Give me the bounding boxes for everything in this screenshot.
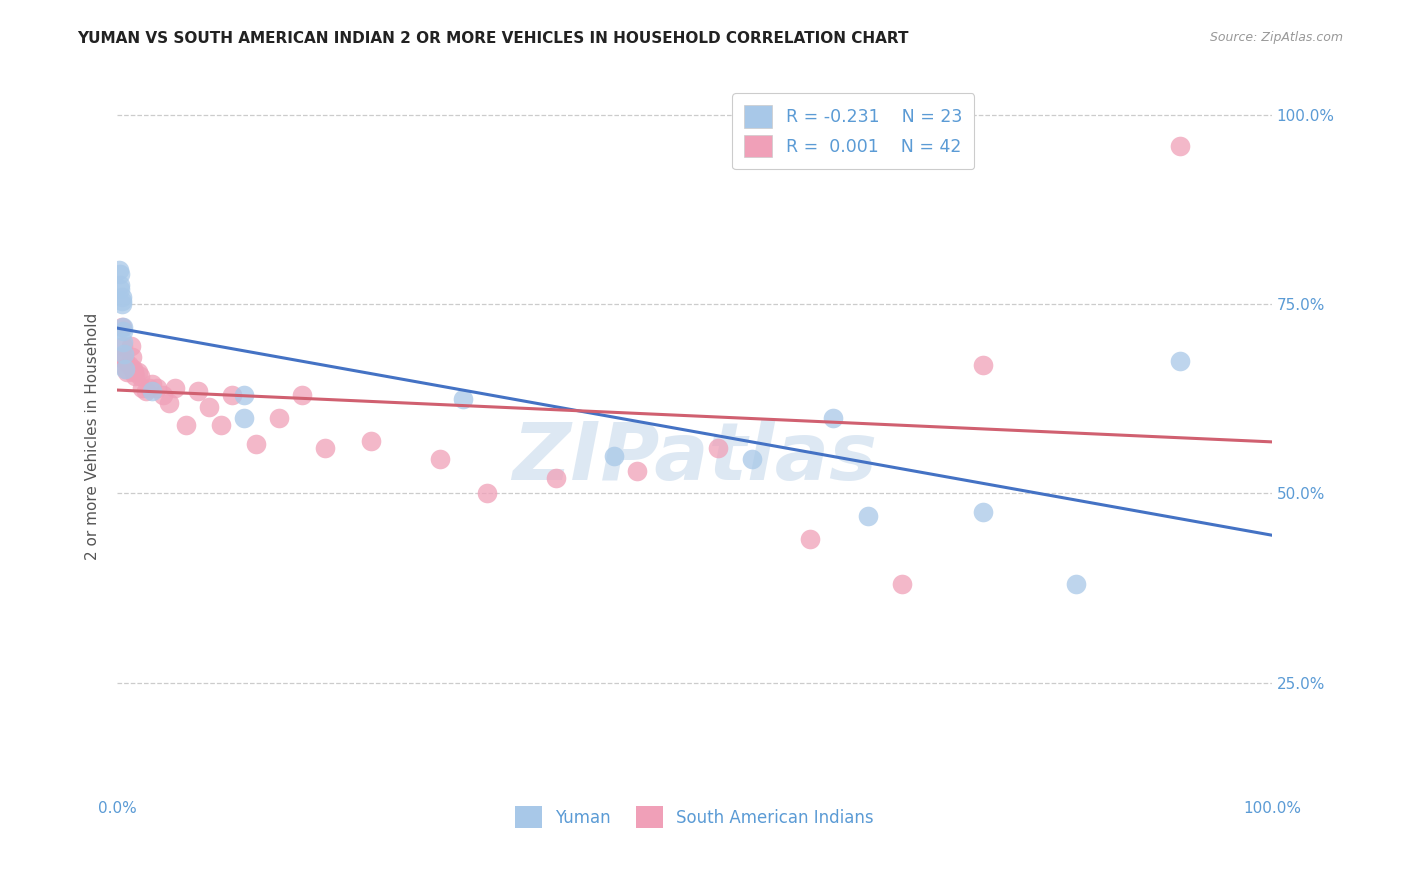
Legend: Yuman, South American Indians: Yuman, South American Indians xyxy=(509,800,880,835)
Point xyxy=(110,320,132,334)
Point xyxy=(314,441,336,455)
Point xyxy=(799,532,821,546)
Point xyxy=(112,351,135,365)
Point xyxy=(602,449,624,463)
Point xyxy=(110,282,132,296)
Point xyxy=(110,351,132,365)
Point xyxy=(110,278,132,293)
Point xyxy=(121,351,143,365)
Point xyxy=(360,434,382,448)
Point xyxy=(453,392,475,406)
Point xyxy=(124,369,146,384)
Point xyxy=(114,361,136,376)
Point xyxy=(127,366,149,380)
Point xyxy=(110,297,132,311)
Point xyxy=(475,486,498,500)
Point xyxy=(233,388,256,402)
Point xyxy=(245,437,267,451)
Point xyxy=(163,381,186,395)
Point xyxy=(741,452,763,467)
Point xyxy=(233,410,256,425)
Point xyxy=(108,263,131,277)
Point xyxy=(209,418,232,433)
Point xyxy=(129,369,152,384)
Point xyxy=(141,384,163,399)
Point xyxy=(122,361,145,376)
Point xyxy=(198,400,221,414)
Point xyxy=(110,267,132,281)
Point xyxy=(544,471,567,485)
Text: YUMAN VS SOUTH AMERICAN INDIAN 2 OR MORE VEHICLES IN HOUSEHOLD CORRELATION CHART: YUMAN VS SOUTH AMERICAN INDIAN 2 OR MORE… xyxy=(77,31,908,46)
Point xyxy=(891,577,914,591)
Point xyxy=(135,384,157,399)
Point xyxy=(138,381,160,395)
Point xyxy=(291,388,314,402)
Point xyxy=(267,410,290,425)
Point xyxy=(152,388,174,402)
Point xyxy=(856,509,879,524)
Point xyxy=(157,395,180,409)
Point xyxy=(112,346,135,360)
Point xyxy=(141,376,163,391)
Text: ZIPatlas: ZIPatlas xyxy=(512,419,877,498)
Point xyxy=(115,361,138,376)
Point xyxy=(117,358,139,372)
Point xyxy=(174,418,197,433)
Point xyxy=(1064,577,1087,591)
Point xyxy=(110,290,132,304)
Point xyxy=(972,358,994,372)
Point xyxy=(626,464,648,478)
Point xyxy=(117,366,139,380)
Point xyxy=(131,381,153,395)
Point xyxy=(111,320,134,334)
Point xyxy=(111,339,134,353)
Point xyxy=(972,505,994,519)
Point xyxy=(111,335,134,350)
Point xyxy=(111,324,134,338)
Point xyxy=(114,354,136,368)
Point xyxy=(1168,354,1191,368)
Point xyxy=(187,384,209,399)
Point xyxy=(146,381,169,395)
Point xyxy=(110,293,132,308)
Point xyxy=(120,339,142,353)
Point xyxy=(221,388,243,402)
Y-axis label: 2 or more Vehicles in Household: 2 or more Vehicles in Household xyxy=(86,313,100,560)
Point xyxy=(821,410,844,425)
Point xyxy=(429,452,451,467)
Point xyxy=(124,366,146,380)
Point xyxy=(706,441,728,455)
Point xyxy=(1168,138,1191,153)
Text: Source: ZipAtlas.com: Source: ZipAtlas.com xyxy=(1209,31,1343,45)
